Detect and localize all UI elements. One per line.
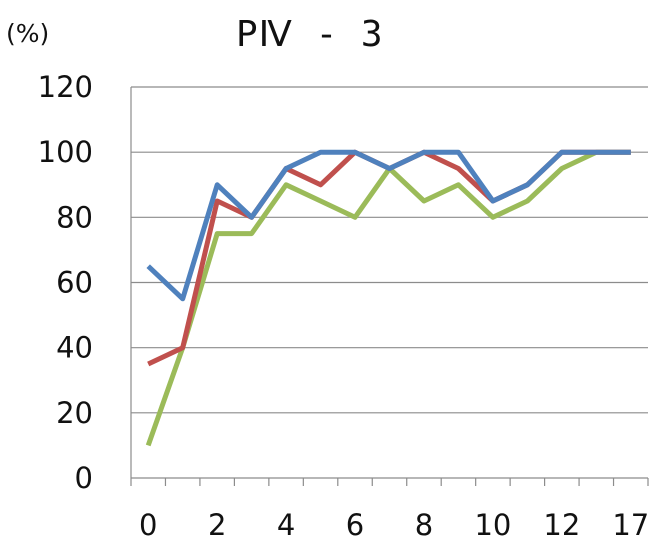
y-tick-label-60: 60 [56,266,93,300]
series-line-2 [147,149,631,367]
y-tick-label-120: 120 [38,70,93,104]
x-tick-label-6: 12 [543,508,580,540]
x-tick-label-1: 2 [208,508,226,540]
series-line-3 [145,149,631,447]
x-tick-label-2: 4 [277,508,295,540]
series-line-1 [146,149,631,302]
series-lines [145,149,631,447]
tick-labels: 0 20 40 60 80 100 120 0 2 4 6 8 10 12 17 [38,70,650,540]
y-tick-label-40: 40 [56,331,93,365]
y-tick-label-100: 100 [38,135,93,169]
y-tick-label-80: 80 [56,200,93,234]
y-tick-label-0: 0 [75,461,93,495]
x-tick-label-0: 0 [139,508,157,540]
x-tick-label-3: 6 [346,508,364,540]
x-tick-label-4: 8 [415,508,433,540]
axes [130,87,649,486]
chart-title: PⅣ - 3 [236,14,384,55]
unit-label: (%) [6,19,49,48]
gridlines [131,86,648,414]
x-tick-label-7: 17 [612,508,649,540]
x-tick-label-5: 10 [474,508,511,540]
y-tick-label-20: 20 [56,396,93,430]
